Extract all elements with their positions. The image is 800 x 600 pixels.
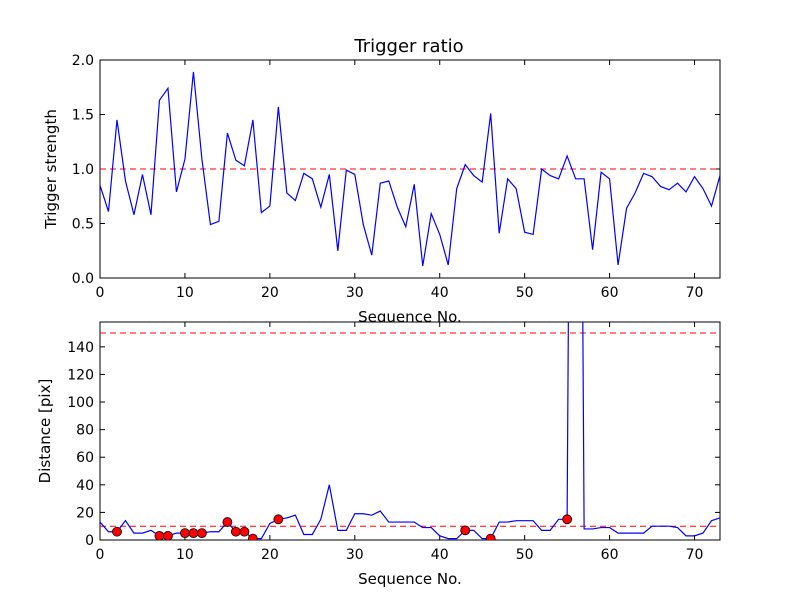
bottom-marker-point xyxy=(163,530,173,540)
top-ytick-label: 0.5 xyxy=(72,217,94,233)
top-series-line xyxy=(100,71,720,267)
bottom-ylabel: Distance [pix] xyxy=(36,379,54,484)
bottom-ytick-label: 80 xyxy=(76,423,94,439)
bottom-xtick-label: 0 xyxy=(96,547,105,563)
bottom-ytick-label: 0 xyxy=(85,533,94,549)
bottom-xtick-label: 50 xyxy=(516,547,534,563)
top-ytick-label: 1.5 xyxy=(72,108,94,124)
bottom-ytick-label: 120 xyxy=(67,367,94,383)
bottom-marker-point xyxy=(230,526,241,537)
top-xtick-label: 0 xyxy=(96,285,105,301)
bottom-axis-ticks: 0 10 20 30 40 50 60 70 0 20 40 60 80 100 120 140 xyxy=(67,322,720,563)
bottom-xtick-label: 60 xyxy=(601,547,619,563)
bottom-marker-point xyxy=(180,528,190,539)
top-xtick-label: 70 xyxy=(686,285,704,301)
bottom-marker-point xyxy=(247,533,258,540)
bottom-ytick-label: 20 xyxy=(76,505,94,521)
bottom-plot-frame xyxy=(99,321,721,541)
top-ytick-label: 2.0 xyxy=(72,53,94,69)
top-axis-ticks: 0 10 20 30 40 50 60 70 0.0 0.5 1.0 1.5 2.0 xyxy=(72,53,720,301)
bottom-marker-point xyxy=(485,533,496,540)
top-xtick-label: 50 xyxy=(516,285,534,301)
bottom-ytick-label: 140 xyxy=(67,340,94,356)
bottom-ytick-label: 100 xyxy=(67,395,94,411)
bottom-marker-point xyxy=(273,514,284,525)
top-panel: Trigger ratio 0 10 20 30 40 50 60 70 0.0 0.5 1.0 1.… xyxy=(42,36,721,326)
bottom-marker-point xyxy=(562,514,573,525)
top-xtick-label: 30 xyxy=(346,285,364,301)
bottom-marker-point xyxy=(197,528,207,539)
bottom-marker-point xyxy=(460,525,471,536)
bottom-xtick-label: 70 xyxy=(686,547,704,563)
top-ytick-label: 1.0 xyxy=(72,162,94,178)
bottom-xlabel: Sequence No. xyxy=(358,570,462,588)
bottom-xtick-label: 40 xyxy=(431,547,449,563)
bottom-plot-area xyxy=(100,322,720,540)
bottom-panel: 0 10 20 30 40 50 60 70 0 20 40 60 80 100 120 140 Sequen… xyxy=(36,321,721,588)
bottom-ytick-label: 40 xyxy=(76,478,94,494)
bottom-marker-point xyxy=(188,528,199,539)
top-plot-area xyxy=(100,71,720,267)
top-xtick-label: 20 xyxy=(261,285,279,301)
bottom-xtick-label: 20 xyxy=(261,547,279,563)
bottom-marker-point xyxy=(154,530,165,540)
top-chart-title: Trigger ratio xyxy=(353,36,463,57)
top-xtick-label: 40 xyxy=(431,285,449,301)
top-ytick-label: 0.0 xyxy=(72,271,94,287)
bottom-marker-point xyxy=(222,517,233,527)
bottom-marker-point xyxy=(239,526,250,537)
top-ylabel: Trigger strength xyxy=(42,109,60,230)
top-xtick-label: 60 xyxy=(601,285,619,301)
bottom-ytick-label: 60 xyxy=(76,450,94,466)
bottom-xtick-label: 30 xyxy=(346,547,364,563)
bottom-marker-point xyxy=(112,526,122,537)
bottom-xtick-label: 10 xyxy=(176,547,194,563)
top-xtick-label: 10 xyxy=(176,285,194,301)
